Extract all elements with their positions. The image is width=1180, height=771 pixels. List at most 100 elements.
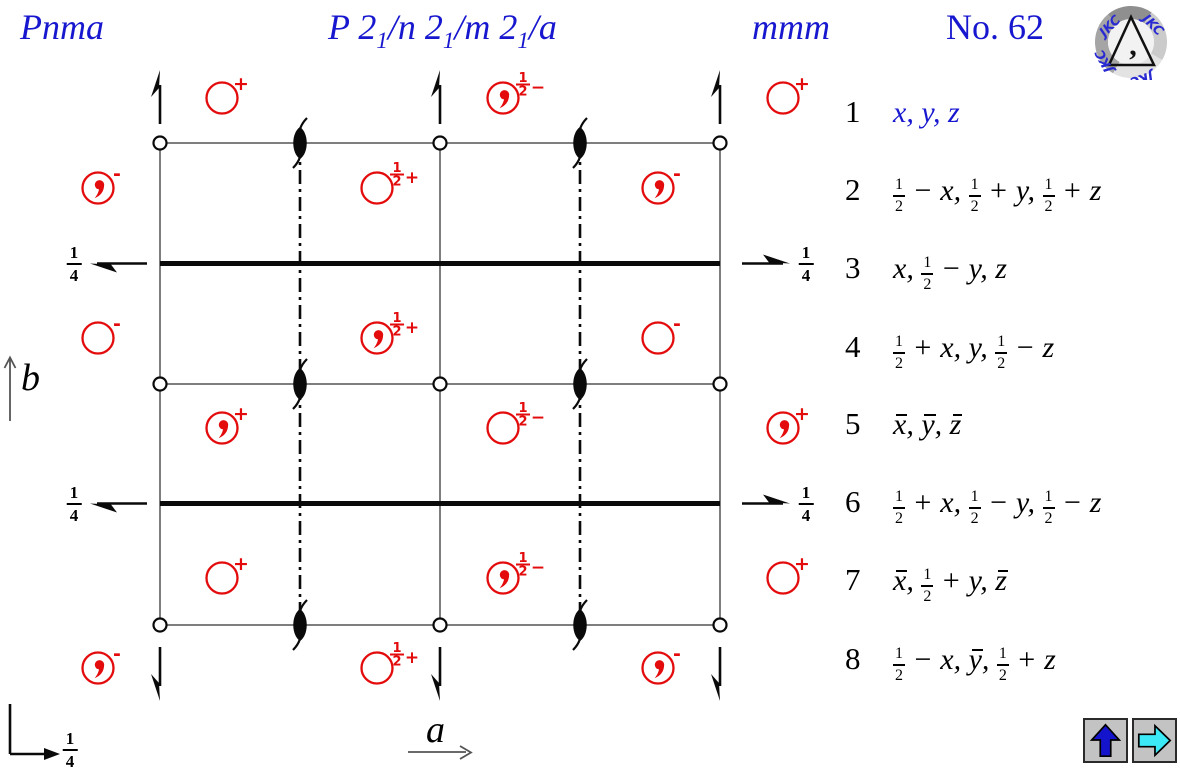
- svg-text:2: 2: [392, 175, 401, 190]
- height-sign-label: -: [113, 163, 121, 185]
- inversion-center-icon: [432, 376, 448, 392]
- b-axis-arrow: [3, 355, 17, 421]
- inversion-center-icon: [432, 135, 448, 151]
- height-sign-label: −: [531, 78, 545, 98]
- full-hermann-mauguin-symbol: P 21/n 21/m 21/a: [328, 7, 557, 53]
- height-sign-label: +: [405, 648, 419, 668]
- inversion-center-icon: [152, 617, 168, 633]
- position-symbol: +: [205, 553, 249, 595]
- height-sign-label: +: [794, 73, 810, 95]
- svg-text:1: 1: [518, 551, 527, 566]
- subscript-1: 1: [517, 28, 529, 53]
- svg-text:2: 2: [392, 325, 401, 340]
- twofold-screw-lens-icon: [572, 599, 588, 651]
- operation-number: 4: [845, 329, 861, 364]
- operation-number: 2: [845, 172, 861, 207]
- quarter-arrow-icon: [742, 254, 790, 265]
- operation-number: 1: [845, 94, 861, 129]
- height-sign-label: +: [405, 168, 419, 188]
- inversion-center-icon: [712, 135, 728, 151]
- a-axis-arrow: [408, 745, 473, 760]
- position-symbol: -: [641, 313, 681, 355]
- screw-axis-arrow-icon: [431, 70, 442, 124]
- height-sign-label: -: [673, 313, 681, 335]
- nav-next-button[interactable]: [1132, 718, 1177, 763]
- position-symbol-enantiomer: -: [641, 163, 681, 205]
- svg-text:1: 1: [518, 401, 527, 416]
- origin-quarter-axes: [8, 704, 60, 760]
- inversion-center-icon: [152, 376, 168, 392]
- svg-text:1: 1: [392, 161, 401, 176]
- operation-number: 3: [845, 250, 861, 285]
- position-symbol: +: [205, 73, 249, 115]
- subscript-1: 1: [376, 28, 388, 53]
- height-sign-label: -: [673, 163, 681, 185]
- svg-text:2: 2: [518, 415, 527, 430]
- a-axis-label: a: [426, 709, 445, 751]
- subscript-1: 1: [442, 28, 455, 53]
- height-sign-label: +: [233, 403, 249, 425]
- height-sign-label: +: [233, 73, 249, 95]
- position-symbol-enantiomer: 12−: [486, 551, 545, 595]
- height-sign-label: +: [794, 403, 810, 425]
- position-symbol: +: [766, 553, 810, 595]
- nav-up-button[interactable]: [1083, 718, 1128, 763]
- position-symbol: 12 +: [360, 641, 419, 685]
- position-symbol-enantiomer: -: [641, 643, 681, 685]
- svg-text:2: 2: [518, 565, 527, 580]
- twofold-screw-lens-icon: [292, 117, 308, 169]
- point-group-label: mmm: [752, 7, 830, 47]
- svg-text:1: 1: [518, 71, 527, 86]
- operation-number: 6: [845, 484, 861, 519]
- logo-ring-segment: [1094, 14, 1120, 74]
- svg-text:2: 2: [518, 85, 527, 100]
- position-symbol-enantiomer: +: [766, 403, 810, 445]
- height-sign-label: -: [113, 643, 121, 665]
- inversion-center-icon: [712, 376, 728, 392]
- quarter-arrow-icon: [742, 494, 790, 505]
- right-arrow-icon: [1137, 723, 1172, 758]
- twofold-screw-lens-icon: [292, 358, 308, 410]
- screw-axis-arrow-icon: [431, 647, 442, 701]
- twofold-screw-lens-icon: [572, 117, 588, 169]
- inversion-center-icon: [712, 617, 728, 633]
- position-symbol-enantiomer: -: [81, 643, 121, 685]
- quarter-arrow-icon: [90, 262, 147, 273]
- height-sign-label: −: [531, 558, 545, 578]
- logo-triangle: [1107, 14, 1156, 67]
- height-sign-label: +: [794, 553, 810, 575]
- height-sign-label: −: [531, 408, 545, 428]
- spacegroup-number-label: No. 62: [946, 7, 1044, 47]
- logo-ring-segment: [1144, 12, 1168, 60]
- position-symbol-enantiomer: 12−: [486, 71, 545, 115]
- position-symbol: 12 +: [360, 161, 419, 205]
- screw-axis-arrow-icon: [711, 647, 722, 701]
- inversion-center-icon: [152, 135, 168, 151]
- svg-text:1: 1: [392, 641, 401, 656]
- height-sign-label: +: [405, 318, 419, 338]
